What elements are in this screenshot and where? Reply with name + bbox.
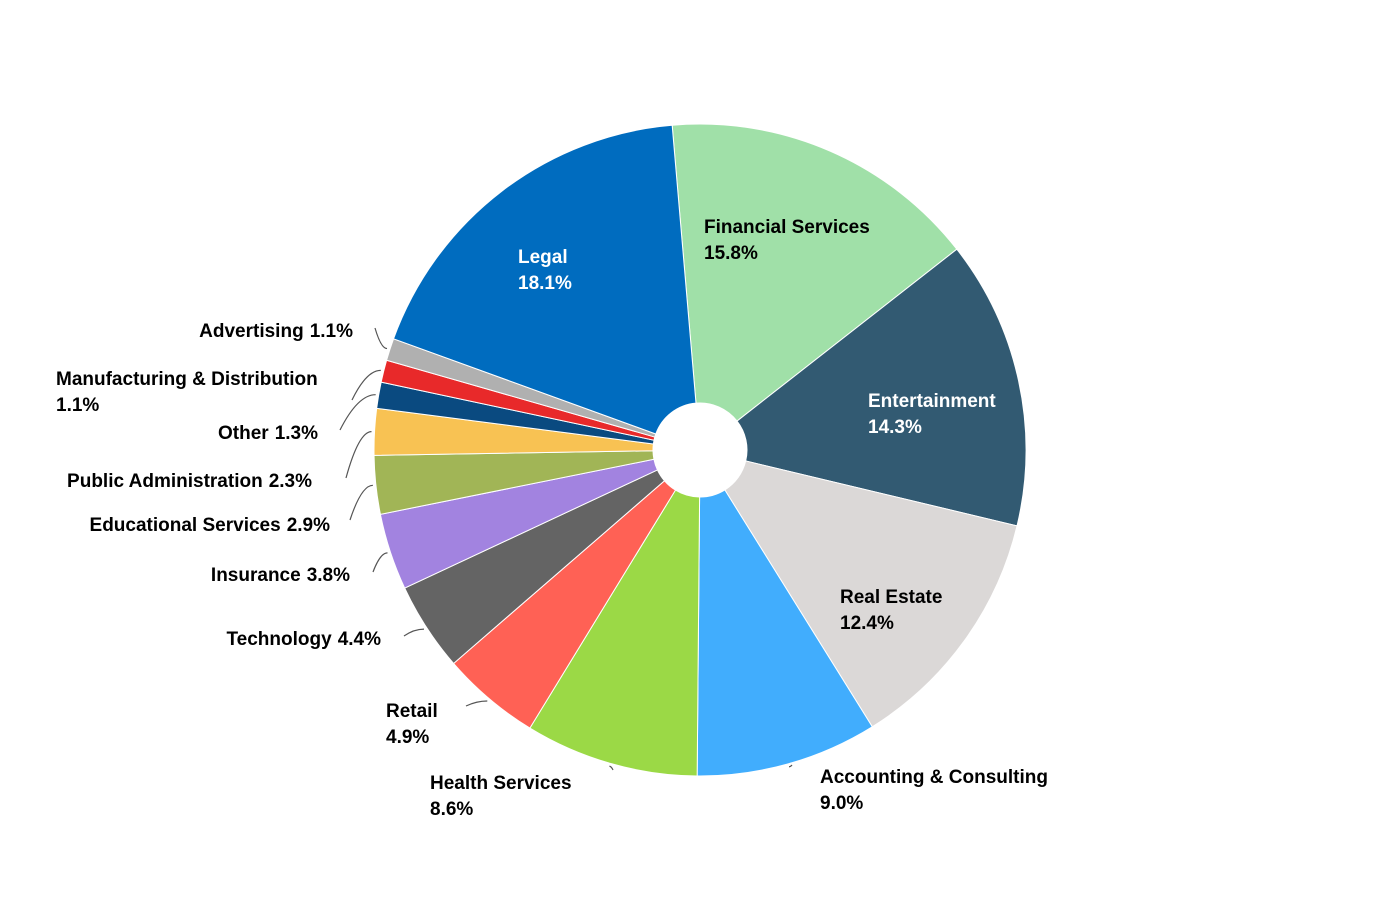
- value-label: 3.8%: [307, 565, 350, 586]
- slice-label: Advertising 1.1%: [199, 321, 353, 342]
- value-label: 1.3%: [275, 423, 318, 444]
- category-name: Insurance: [211, 565, 301, 586]
- slice-label: Real Estate 12.4%: [840, 587, 942, 634]
- slice: [736, 248, 1027, 527]
- leader-line: [372, 552, 388, 573]
- leader-line: [345, 431, 372, 479]
- slice-label: Insurance 3.8%: [211, 565, 350, 586]
- slice: [696, 489, 873, 777]
- category-name: Educational Services: [90, 515, 281, 536]
- value-label: 4.9%: [386, 727, 429, 748]
- slice-label: Public Administration 2.3%: [67, 471, 312, 492]
- category-name: Entertainment: [868, 391, 996, 412]
- slice: [671, 123, 958, 422]
- category-name: Technology: [226, 629, 332, 650]
- slice-label: Retail 4.9%: [386, 701, 438, 748]
- leader-line: [374, 327, 388, 350]
- category-name: Retail: [386, 701, 438, 722]
- slice-label: Financial Services 15.8%: [704, 217, 870, 264]
- value-label: 1.1%: [56, 395, 99, 416]
- leader-line: [403, 628, 425, 637]
- value-label: 15.8%: [704, 243, 758, 264]
- leader-line: [609, 765, 614, 771]
- leader-line: [349, 484, 373, 521]
- category-name: Accounting & Consulting: [820, 767, 1048, 788]
- value-label: 1.1%: [310, 321, 353, 342]
- slice-label: Legal 18.1%: [518, 247, 572, 294]
- slice-label: Manufacturing & Distribution 1.1%: [56, 369, 318, 416]
- category-name: Real Estate: [840, 587, 942, 608]
- category-name: Manufacturing & Distribution: [56, 369, 318, 390]
- slice-label: Other 1.3%: [218, 423, 318, 444]
- category-name: Public Administration: [67, 471, 263, 492]
- leader-line: [339, 394, 376, 431]
- value-label: 4.4%: [338, 629, 381, 650]
- slice: [392, 124, 697, 435]
- category-name: Other: [218, 423, 269, 444]
- value-label: 2.9%: [287, 515, 330, 536]
- value-label: 18.1%: [518, 273, 572, 294]
- slice: [724, 460, 1018, 728]
- slice: [529, 489, 701, 777]
- category-name: Legal: [518, 247, 568, 268]
- slice-label: Health Services 8.6%: [430, 773, 572, 820]
- slice-label: Educational Services 2.9%: [90, 515, 331, 536]
- value-label: 8.6%: [430, 799, 473, 820]
- value-label: 12.4%: [840, 613, 894, 634]
- slice-label: Accounting & Consulting 9.0%: [820, 767, 1048, 814]
- slice-label: Entertainment 14.3%: [868, 391, 996, 438]
- value-label: 2.3%: [269, 471, 312, 492]
- value-label: 14.3%: [868, 417, 922, 438]
- slice-label: Technology 4.4%: [226, 629, 381, 650]
- category-name: Health Services: [430, 773, 572, 794]
- value-label: 9.0%: [820, 793, 863, 814]
- leader-line: [351, 369, 381, 401]
- category-name: Financial Services: [704, 217, 870, 238]
- leader-line: [788, 764, 793, 768]
- leader-line: [465, 700, 488, 707]
- category-name: Advertising: [199, 321, 304, 342]
